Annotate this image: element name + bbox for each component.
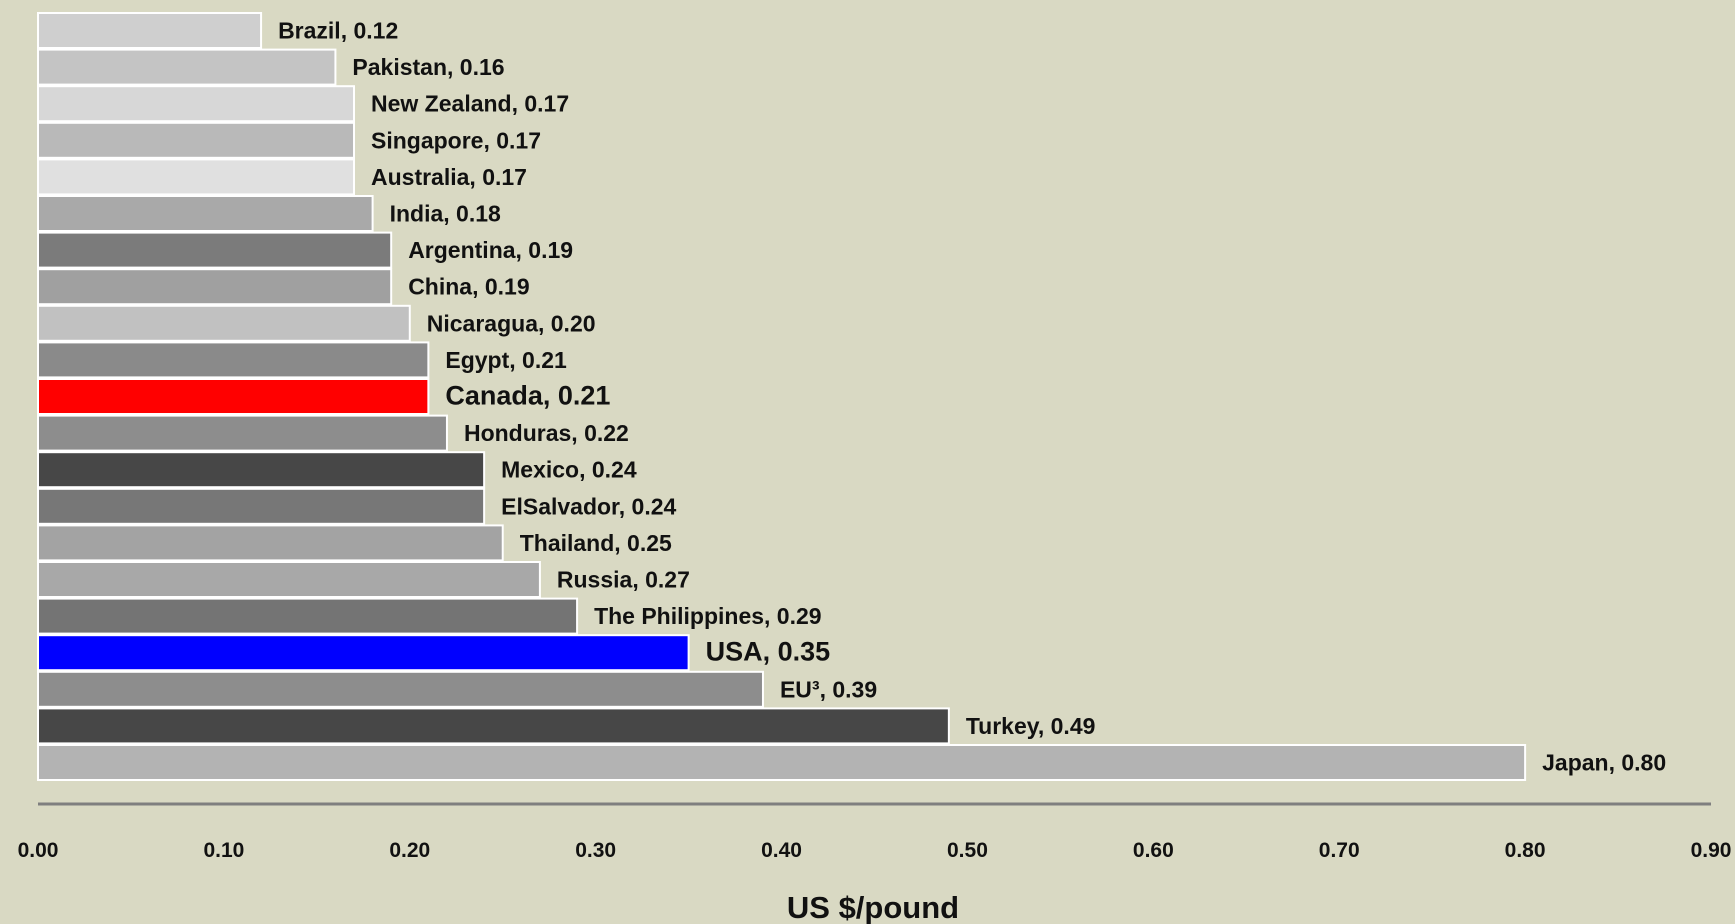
bar-label-elsalvador: ElSalvador, 0.24 [501, 493, 676, 519]
bar-label-nicaragua: Nicaragua, 0.20 [427, 310, 596, 336]
x-tick-label: 0.30 [575, 839, 616, 862]
bar-canada [37, 378, 430, 415]
bar-pakistan [37, 48, 337, 86]
bar-label-the-philippines: The Philippines, 0.29 [594, 603, 822, 629]
bar-label-australia: Australia, 0.17 [371, 164, 527, 190]
bar-new-zealand [37, 85, 356, 123]
bar-label-singapore: Singapore, 0.17 [371, 127, 541, 153]
bar-argentina [37, 231, 393, 269]
bar-india [37, 195, 374, 232]
bar-label-argentina: Argentina, 0.19 [408, 237, 573, 263]
bar-thailand [37, 524, 504, 562]
bar-mexico [37, 451, 486, 489]
bar-singapore [37, 121, 356, 159]
x-tick-label: 0.40 [761, 839, 802, 862]
x-tick-label: 0.70 [1319, 839, 1360, 862]
x-tick-label: 0.20 [389, 839, 430, 862]
x-tick-label: 0.00 [18, 839, 59, 862]
bar-label-egypt: Egypt, 0.21 [445, 347, 567, 373]
bar-elsalvador [37, 487, 486, 525]
bar-label-pakistan: Pakistan, 0.16 [352, 54, 504, 80]
bar-label-honduras: Honduras, 0.22 [464, 420, 629, 446]
bar-label-brazil: Brazil, 0.12 [278, 18, 398, 44]
bar-label-canada: Canada, 0.21 [445, 381, 610, 411]
bar-eu- [37, 670, 764, 708]
bar-the-philippines [37, 597, 579, 635]
bar-label-china: China, 0.19 [408, 274, 529, 300]
x-tick-labels-group: 0.00 0.10 0.20 0.30 0.40 0.50 0.60 0.70 0.80 0.90 [18, 839, 1732, 862]
x-tick-label: 0.50 [947, 839, 988, 862]
x-tick-label: 0.90 [1691, 839, 1732, 862]
x-tick-label: 0.80 [1505, 839, 1546, 862]
bar-label-india: India, 0.18 [390, 201, 501, 227]
bar-label-eu-: EU³, 0.39 [780, 676, 877, 702]
bar-honduras [37, 414, 448, 452]
bar-label-turkey: Turkey, 0.49 [966, 713, 1096, 739]
bar-labels-group: Brazil, 0.12 Pakistan, 0.16 New Zealand, 0… [278, 18, 1666, 776]
bar-label-russia: Russia, 0.27 [557, 567, 690, 593]
x-tick-label: 0.60 [1133, 839, 1174, 862]
bar-label-mexico: Mexico, 0.24 [501, 457, 637, 483]
bar-label-japan: Japan, 0.80 [1542, 750, 1666, 776]
bar-china [37, 268, 393, 306]
x-axis-title: US $/pound [787, 890, 959, 924]
bar-usa [37, 634, 690, 672]
x-tick-label: 0.10 [203, 839, 244, 862]
bars-group [37, 12, 1527, 781]
bar-label-usa: USA, 0.35 [706, 637, 831, 667]
bar-japan [37, 744, 1527, 781]
bar-label-thailand: Thailand, 0.25 [520, 530, 672, 556]
bar-brazil [37, 12, 263, 49]
bar-label-new-zealand: New Zealand, 0.17 [371, 91, 569, 117]
bar-turkey [37, 707, 950, 745]
bar-nicaragua [37, 304, 411, 342]
bar-russia [37, 561, 541, 598]
bar-australia [37, 158, 356, 196]
bar-egypt [37, 341, 430, 379]
